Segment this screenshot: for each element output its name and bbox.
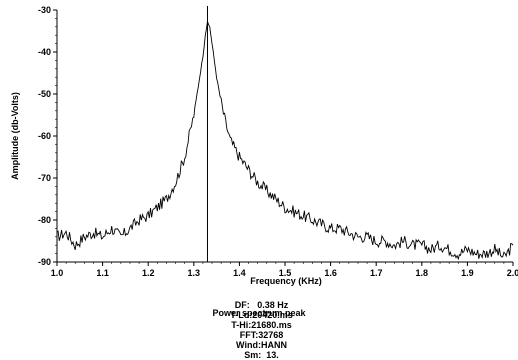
df-readout: DF: 0.38 Hz	[234, 300, 289, 310]
smoothing-readout: Sm: 13.	[244, 350, 279, 360]
x-axis: 1.0 1.1 1.2 1.3 1.4 1.5 1.6 1.7 1.8 1.9 2.0	[51, 261, 518, 278]
y-axis-title: Amplitude (db-Volts)	[10, 92, 20, 180]
t-hi-readout: T-Hi:21680.ms	[231, 320, 292, 330]
x-tick-label: 2.0	[507, 268, 518, 278]
x-tick-label: 1.3	[188, 268, 201, 278]
y-tick-label: -60	[38, 131, 51, 141]
y-tick-label: -40	[38, 47, 51, 57]
spectrum-line	[56, 21, 514, 261]
x-tick-label: 1.4	[233, 268, 246, 278]
acquisition-info: DF: 0.38 Hz T-Lo:20420.ms T-Hi:21680.ms …	[0, 290, 518, 360]
plot-area	[56, 6, 514, 262]
y-tick-label: -50	[38, 89, 51, 99]
chart-caption: Power spectrum peak	[212, 308, 306, 318]
window-readout: Wind:HANN	[236, 340, 287, 350]
y-axis: -30 -40 -50 -60 -70 -80 -90	[38, 5, 58, 267]
fft-readout: FFT:32768	[239, 330, 284, 340]
x-tick-label: 1.7	[370, 268, 383, 278]
x-tick-label: 1.6	[324, 268, 337, 278]
x-tick-label: 1.0	[51, 268, 64, 278]
x-tick-label: 1.8	[416, 268, 429, 278]
y-tick-label: -30	[38, 5, 51, 15]
x-tick-label: 1.1	[96, 268, 109, 278]
x-tick-label: 1.2	[142, 268, 155, 278]
y-tick-label: -80	[38, 215, 51, 225]
spectrum-chart: 1.0 1.1 1.2 1.3 1.4 1.5 1.6 1.7 1.8 1.9 2.0 -30 -40…	[10, 5, 518, 286]
x-tick-label: 1.5	[279, 268, 292, 278]
y-tick-label: -90	[38, 257, 51, 267]
y-tick-label: -70	[38, 173, 51, 183]
t-lo-readout: T-Lo:20420.ms	[230, 310, 293, 320]
x-tick-label: 1.9	[461, 268, 474, 278]
x-axis-title: Frequency (KHz)	[250, 276, 322, 286]
